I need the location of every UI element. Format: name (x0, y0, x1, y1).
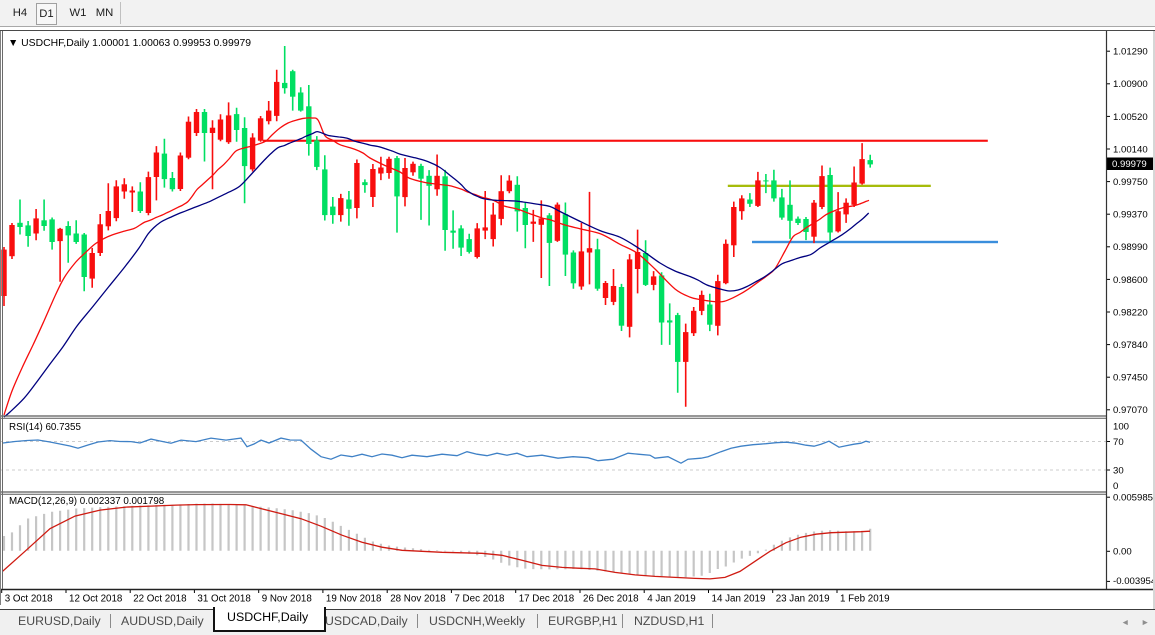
svg-text:7 Dec 2018: 7 Dec 2018 (454, 594, 505, 605)
svg-text:0.00: 0.00 (1113, 547, 1132, 558)
svg-text:0.98990: 0.98990 (1113, 242, 1148, 253)
svg-text:-0.003954: -0.003954 (1113, 576, 1155, 587)
svg-text:70: 70 (1113, 437, 1124, 448)
svg-text:1.00900: 1.00900 (1113, 79, 1148, 90)
svg-text:1.00520: 1.00520 (1113, 112, 1148, 123)
svg-text:28 Nov 2018: 28 Nov 2018 (390, 594, 446, 605)
svg-text:▼ USDCHF,Daily 1.00001 1.000: ▼ USDCHF,Daily 1.00001 1.00063 0.99953 0… (8, 38, 251, 49)
svg-text:22 Oct 2018: 22 Oct 2018 (133, 594, 187, 605)
svg-text:0.99750: 0.99750 (1113, 177, 1148, 188)
svg-text:0.98220: 0.98220 (1113, 307, 1148, 318)
svg-text:23 Jan 2019: 23 Jan 2019 (776, 594, 830, 605)
svg-text:9 Nov 2018: 9 Nov 2018 (262, 594, 313, 605)
svg-text:MACD(12,26,9) 0.002337 0.00179: MACD(12,26,9) 0.002337 0.001798 (9, 496, 165, 507)
svg-text:100: 100 (1113, 422, 1129, 433)
svg-text:4 Jan 2019: 4 Jan 2019 (647, 594, 695, 605)
svg-text:1.00140: 1.00140 (1113, 144, 1148, 155)
svg-text:3 Oct 2018: 3 Oct 2018 (5, 594, 53, 605)
svg-text:0.99370: 0.99370 (1113, 210, 1148, 221)
svg-text:0.98600: 0.98600 (1113, 275, 1148, 286)
svg-text:19 Nov 2018: 19 Nov 2018 (326, 594, 382, 605)
svg-text:12 Oct 2018: 12 Oct 2018 (69, 594, 123, 605)
svg-text:1 Feb 2019: 1 Feb 2019 (840, 594, 890, 605)
svg-text:0.005985: 0.005985 (1113, 493, 1153, 504)
svg-text:14 Jan 2019: 14 Jan 2019 (712, 594, 766, 605)
svg-text:0.97450: 0.97450 (1113, 373, 1148, 384)
svg-text:0: 0 (1113, 481, 1118, 492)
svg-text:26 Dec 2018: 26 Dec 2018 (583, 594, 639, 605)
svg-text:17 Dec 2018: 17 Dec 2018 (519, 594, 575, 605)
svg-text:0.97840: 0.97840 (1113, 340, 1148, 351)
svg-text:0.97070: 0.97070 (1113, 405, 1148, 416)
svg-text:1.01290: 1.01290 (1113, 47, 1148, 58)
svg-text:30: 30 (1113, 466, 1124, 477)
svg-text:RSI(14) 60.7355: RSI(14) 60.7355 (9, 422, 81, 433)
svg-text:0.99979: 0.99979 (1112, 159, 1147, 170)
svg-text:31 Oct 2018: 31 Oct 2018 (197, 594, 251, 605)
